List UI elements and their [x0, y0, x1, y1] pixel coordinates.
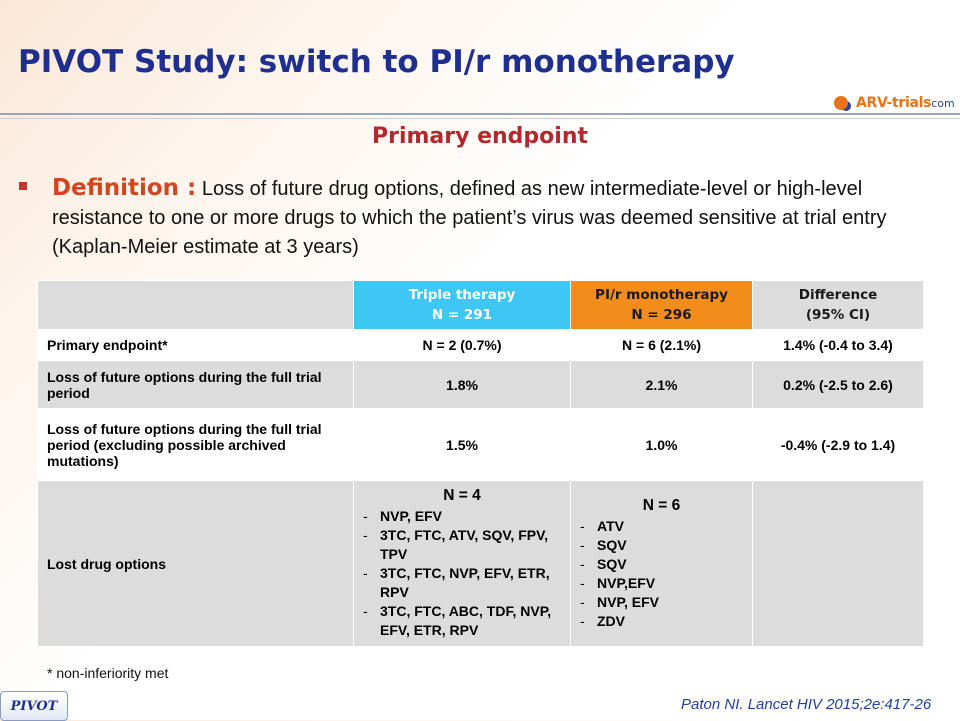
- cell-pi: 2.1%: [570, 360, 753, 409]
- table-row: Loss of future options during the full t…: [37, 408, 924, 481]
- table-row-lost-options: Lost drug options N = 4 NVP, EFV 3TC, FT…: [37, 480, 924, 647]
- cell-diff: -0.4% (-2.9 to 1.4): [752, 408, 924, 481]
- cell-pi-lost: N = 6 ATV SQV SQV NVP,EFV NVP, EFV ZDV: [570, 480, 753, 647]
- cell-triple-lost: N = 4 NVP, EFV 3TC, FTC, ATV, SQV, FPV, …: [353, 480, 571, 647]
- header-ci: (95% CI): [805, 307, 871, 323]
- lost-count: N = 6: [642, 497, 681, 514]
- header-difference: Difference (95% CI): [752, 280, 924, 330]
- list-item: SQV: [580, 536, 743, 555]
- list-item: ATV: [580, 517, 743, 536]
- list-item: NVP, EFV: [580, 593, 743, 612]
- definition-text: Loss of future drug options, defined as …: [52, 178, 887, 258]
- footnote: * non-inferiority met: [47, 665, 169, 681]
- cell-diff: 0.2% (-2.5 to 2.6): [752, 360, 924, 409]
- lost-drug-list: NVP, EFV 3TC, FTC, ATV, SQV, FPV, TPV 3T…: [363, 507, 561, 640]
- list-item: NVP,EFV: [580, 574, 743, 593]
- logo-text: ARV-trials: [856, 95, 932, 111]
- cell-diff-lost: [752, 480, 924, 647]
- list-item: 3TC, FTC, ATV, SQV, FPV, TPV: [363, 526, 561, 564]
- list-item: ZDV: [580, 612, 743, 631]
- header-label: PI/r monotherapy: [595, 287, 728, 303]
- cell-triple: 1.5%: [353, 408, 571, 481]
- lost-drug-list: ATV SQV SQV NVP,EFV NVP, EFV ZDV: [580, 517, 743, 631]
- bullet-square-icon: [19, 182, 27, 190]
- list-item: NVP, EFV: [363, 507, 561, 526]
- definition-paragraph: Definition : Loss of future drug options…: [52, 174, 942, 262]
- list-item: SQV: [580, 555, 743, 574]
- row-label: Lost drug options: [37, 480, 354, 647]
- row-label: Loss of future options during the full t…: [37, 360, 354, 409]
- cell-diff: 1.4% (-0.4 to 3.4): [752, 329, 924, 361]
- cell-pi: N = 6 (2.1%): [570, 329, 753, 361]
- header-blank: [37, 280, 354, 330]
- slide-subtitle: Primary endpoint: [371, 124, 589, 149]
- table-header-row: Triple therapy N = 291 PI/r monotherapy …: [37, 280, 924, 330]
- header-pi-monotherapy: PI/r monotherapy N = 296: [570, 280, 753, 330]
- header-n: N = 291: [431, 307, 493, 323]
- row-label: Loss of future options during the full t…: [37, 408, 354, 481]
- header-label: Triple therapy: [408, 287, 516, 303]
- table-row: Primary endpoint* N = 2 (0.7%) N = 6 (2.…: [37, 329, 924, 361]
- arv-logo-icon: [834, 96, 848, 110]
- pivot-badge: PIVOT: [0, 691, 68, 721]
- cell-triple: 1.8%: [353, 360, 571, 409]
- header-label: Difference: [798, 287, 878, 303]
- row-label: Primary endpoint*: [37, 329, 354, 361]
- cell-pi: 1.0%: [570, 408, 753, 481]
- header-n: N = 296: [631, 307, 692, 323]
- header-triple-therapy: Triple therapy N = 291: [353, 280, 571, 330]
- cell-triple: N = 2 (0.7%): [353, 329, 571, 361]
- definition-label: Definition :: [52, 175, 197, 201]
- slide-title: PIVOT Study: switch to PI/r monotherapy: [18, 44, 735, 80]
- table-row: Loss of future options during the full t…: [37, 360, 924, 409]
- logo-suffix: com: [931, 96, 955, 110]
- title-divider: [0, 113, 960, 115]
- title-divider-thin: [0, 118, 960, 119]
- list-item: 3TC, FTC, ABC, TDF, NVP, EFV, ETR, RPV: [363, 602, 561, 640]
- citation: Paton NI. Lancet HIV 2015;2e:417-26: [681, 696, 932, 713]
- lost-count: N = 4: [443, 487, 481, 504]
- arv-trials-logo[interactable]: ARV-trials com: [834, 92, 955, 114]
- list-item: 3TC, FTC, NVP, EFV, ETR, RPV: [363, 564, 561, 602]
- results-table: Triple therapy N = 291 PI/r monotherapy …: [37, 280, 924, 647]
